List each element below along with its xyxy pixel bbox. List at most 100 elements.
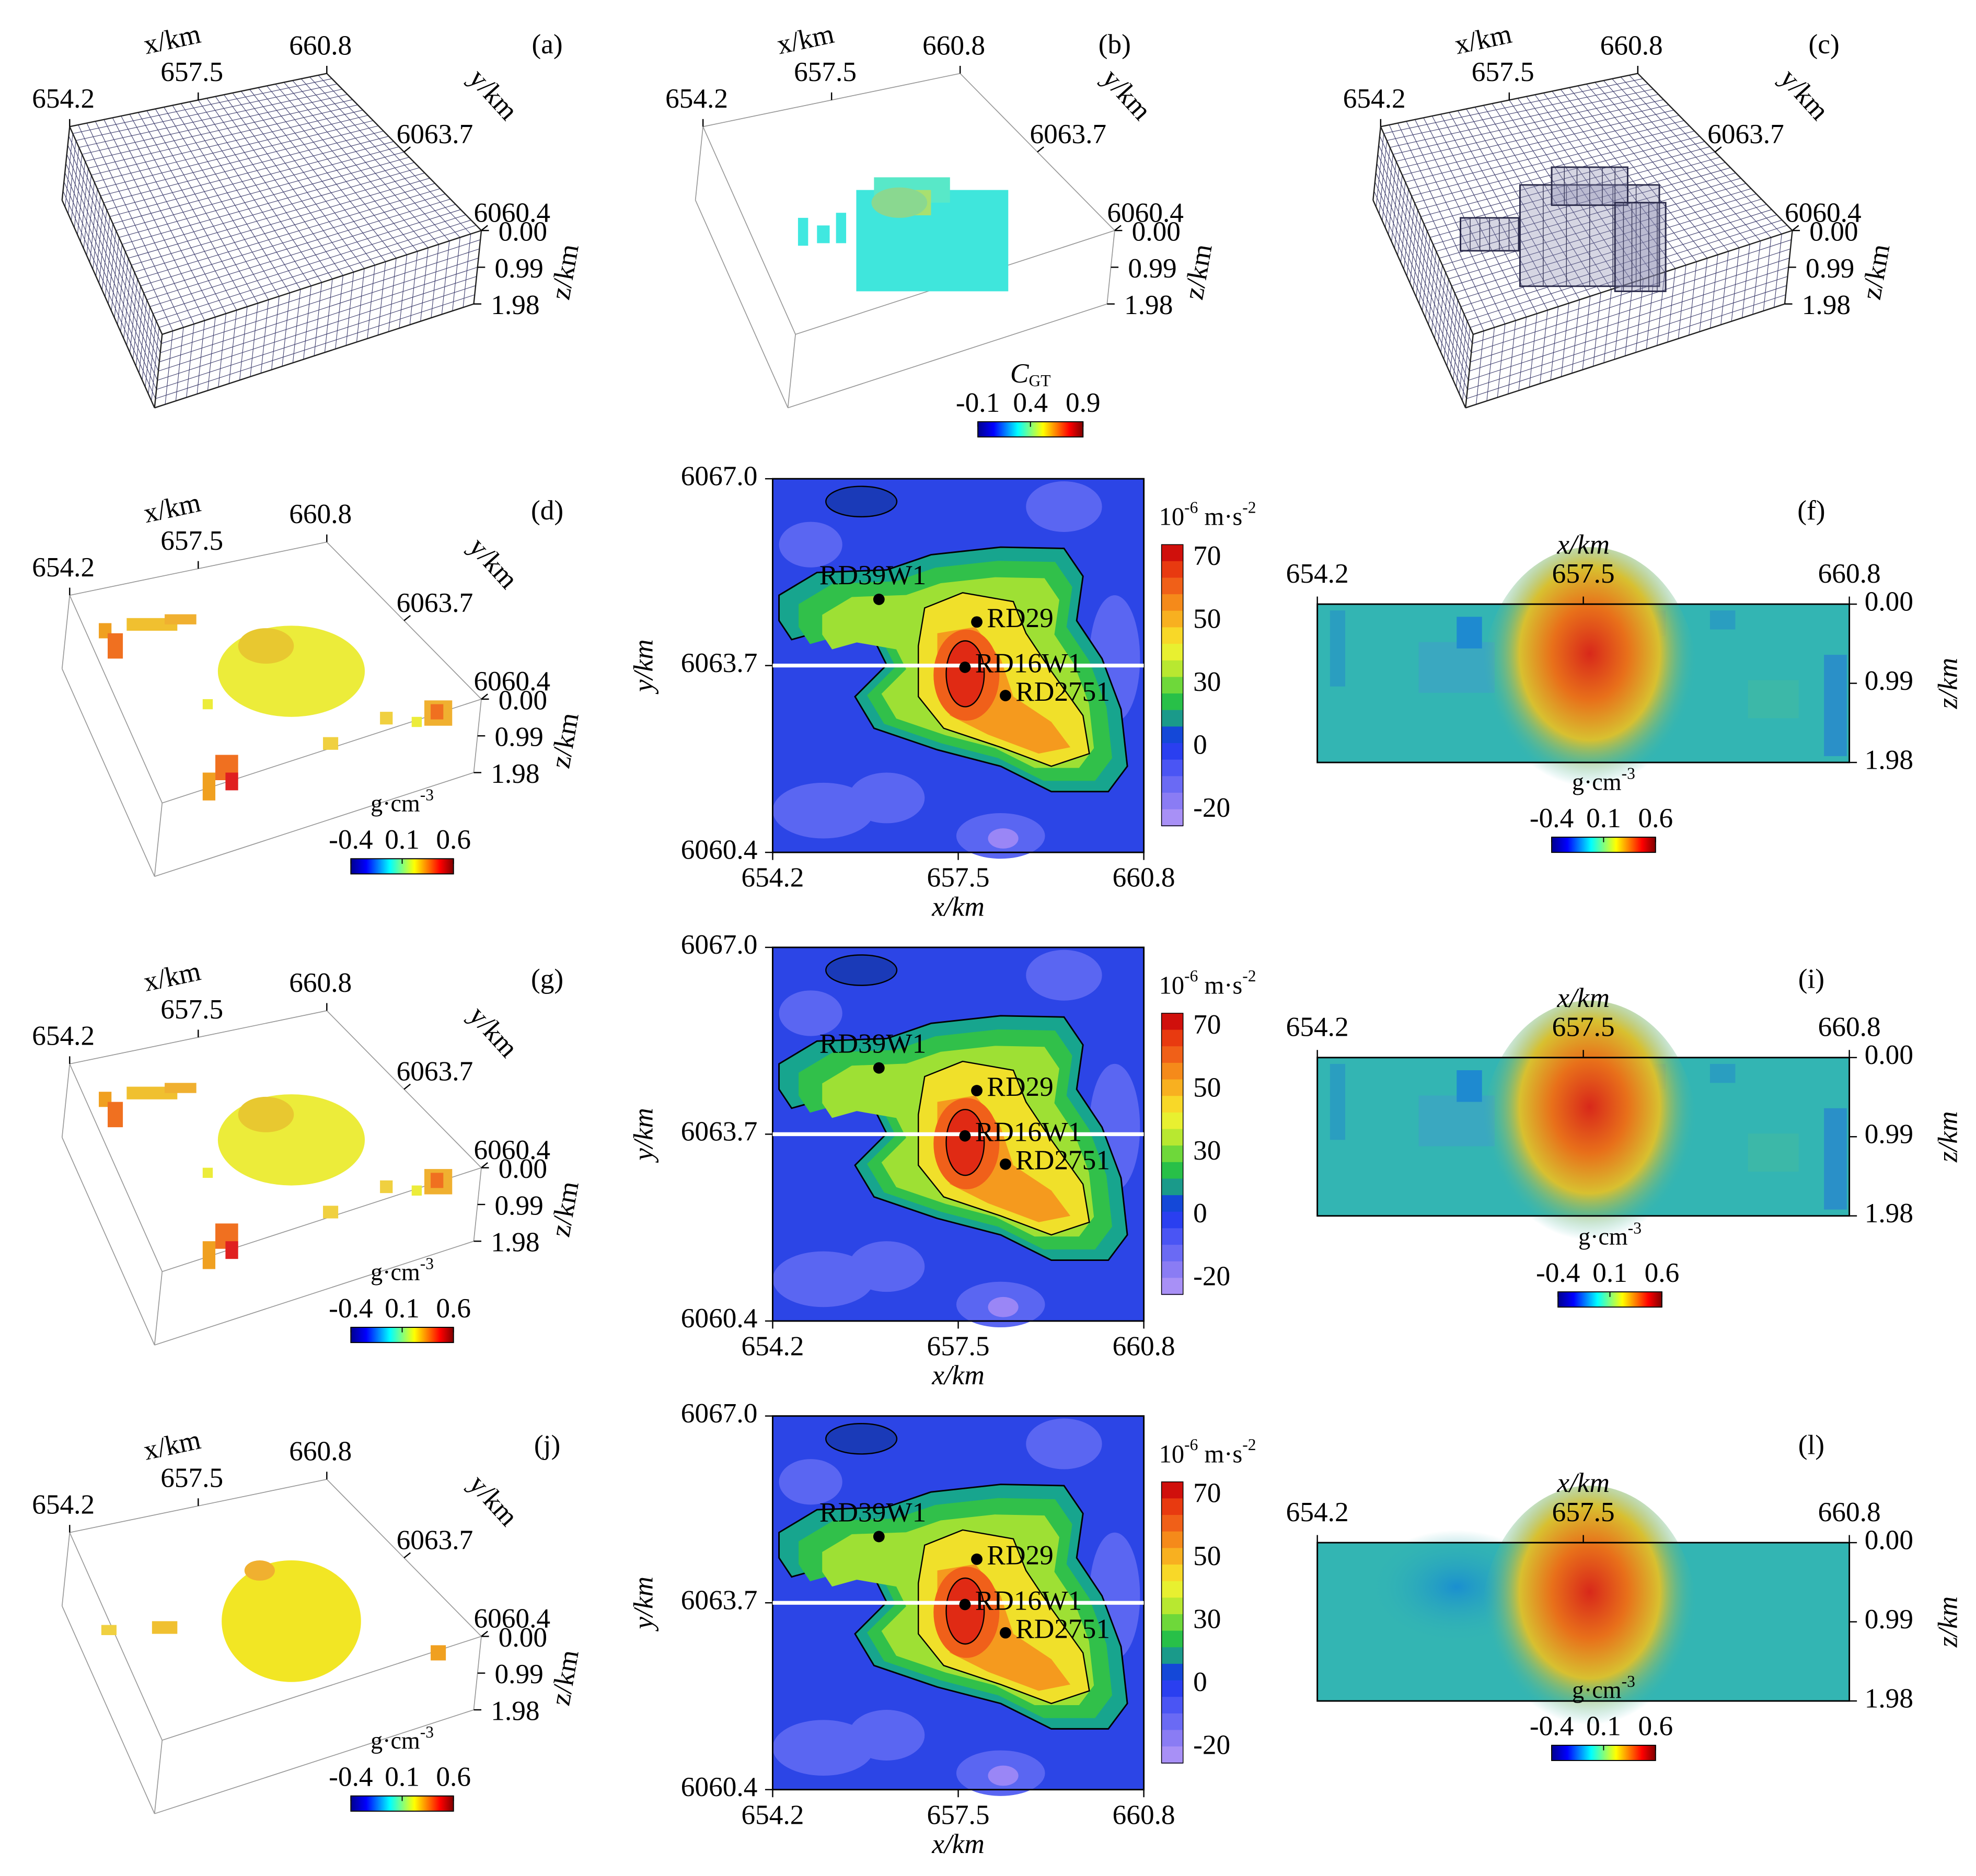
z-tick-label: 0.99 <box>494 252 543 284</box>
colorbar-tick-label: 0 <box>1193 728 1207 760</box>
x-tick-label: 657.5 <box>160 56 223 87</box>
model-block <box>165 614 197 624</box>
base: 10 <box>1159 1440 1184 1468</box>
wireframe-line <box>64 172 158 380</box>
box-edge <box>154 303 474 409</box>
x-axis-label: x/km <box>141 1423 203 1466</box>
z-tick-label: 1.98 <box>491 289 539 320</box>
z-tick-label: 0.99 <box>1865 1603 1913 1635</box>
model-block <box>225 772 238 791</box>
z-tick-label: 0.99 <box>1806 252 1854 284</box>
unit-exponent: -3 <box>1628 1219 1642 1237</box>
wireframe-line <box>112 146 399 224</box>
wireframe-line <box>67 145 161 353</box>
wireframe-line <box>1439 172 1736 259</box>
well <box>1000 1627 1011 1639</box>
x-tick-label: 660.8 <box>1818 558 1881 589</box>
colorbar-band <box>1161 1178 1183 1196</box>
contour-fill <box>945 1108 985 1176</box>
colorbar-title: CGT <box>1010 357 1051 390</box>
box-edge <box>1372 126 1382 201</box>
y-tick <box>481 1630 488 1637</box>
z-axis-label: z/km <box>1855 241 1896 302</box>
colorbar-band <box>1161 759 1183 777</box>
panel-label: (f) <box>1797 494 1825 526</box>
z-tick-label: 0.99 <box>494 1658 543 1689</box>
well-label: RD16W1 <box>975 1116 1082 1147</box>
x-tick-label: 654.2 <box>741 862 804 893</box>
x-axis-label: x/km <box>1556 982 1610 1013</box>
wireframe-line <box>158 267 478 372</box>
z-axis-label: z/km <box>1932 1596 1963 1648</box>
z-tick-label: 0.00 <box>1809 216 1858 247</box>
colorbar-band <box>1161 610 1183 628</box>
box-edge <box>702 126 796 335</box>
x-axis-label: x/km <box>931 1828 985 1859</box>
box-edge <box>61 126 71 201</box>
model-body <box>871 187 928 218</box>
y-tick <box>403 615 411 621</box>
wireframe-line <box>149 209 461 307</box>
box-edge <box>154 1740 163 1814</box>
wireframe-line <box>1377 163 1470 372</box>
wireframe-line <box>131 178 430 265</box>
colorbar-tick-label: 0.1 <box>385 1761 420 1792</box>
colorbar-tick-label: 0.1 <box>1592 1257 1627 1288</box>
wireframe-line <box>1417 136 1700 210</box>
y-axis-label: y/km <box>627 1577 658 1632</box>
x-tick-label: 660.8 <box>922 29 985 61</box>
colorbar-tick-label: 0.6 <box>1638 1710 1673 1742</box>
colorbar-tick-label: 0.1 <box>1586 802 1621 833</box>
wireframe-line <box>75 84 338 141</box>
unit: g·cm <box>1578 1223 1628 1249</box>
colorbar-band <box>1161 1630 1183 1648</box>
colorbar-tick-label: -20 <box>1193 792 1230 823</box>
colorbar-band <box>1161 594 1183 612</box>
well-label: RD39W1 <box>819 1028 926 1059</box>
contour-fill <box>945 640 985 708</box>
colorbar-tick-label: 70 <box>1193 540 1221 571</box>
wireframe-line <box>1448 188 1751 280</box>
model-body <box>238 628 294 664</box>
wireframe-line <box>1378 145 1472 353</box>
colorbar <box>1161 544 1184 826</box>
wireframe-line <box>97 120 374 190</box>
section-cell <box>1748 680 1799 719</box>
colorbar-band <box>1161 577 1183 595</box>
well <box>873 1062 885 1074</box>
y-tick <box>1714 146 1722 153</box>
colorbar-tick-label: 0 <box>1193 1666 1207 1697</box>
colorbar-tick-label: 30 <box>1193 1134 1221 1166</box>
x-axis-label: x/km <box>141 955 203 997</box>
box-3d <box>61 73 482 409</box>
box-edge <box>154 1709 474 1814</box>
wireframe-line <box>94 115 368 182</box>
anomaly-patch <box>1026 949 1102 1001</box>
x-axis-label: x/km <box>141 487 203 529</box>
colorbar-title: 10-6 m·s-2 <box>1159 499 1256 531</box>
box-edge <box>154 772 474 877</box>
colorbar-tick-label: -0.4 <box>329 1292 373 1324</box>
wireframe-line <box>159 258 479 363</box>
z-tick-label: 0.00 <box>1132 216 1181 247</box>
x-tick-label: 660.8 <box>289 498 352 529</box>
x-tick-label: 657.5 <box>1552 558 1615 589</box>
colorbar-tick-label: -0.4 <box>1536 1257 1580 1288</box>
wireframe-line <box>1458 204 1767 300</box>
z-tick-label: 1.98 <box>1802 289 1851 320</box>
colorbar-band <box>1161 1261 1183 1279</box>
wireframe-line <box>128 172 425 259</box>
x-tick-label: 657.5 <box>1472 56 1534 87</box>
colorbar-tick-label: 70 <box>1193 1477 1221 1509</box>
section-cell <box>1330 1063 1345 1140</box>
x-tick-label: 657.5 <box>927 1330 990 1361</box>
y-tick-label: 6060.4 <box>473 1603 550 1634</box>
y-tick-label: 6063.7 <box>1707 118 1784 149</box>
model-block <box>108 633 123 659</box>
y-axis-label: y/km <box>627 639 658 694</box>
wireframe-line <box>100 125 379 196</box>
wireframe-line <box>1408 120 1684 190</box>
section-cell <box>1748 1133 1799 1172</box>
exponent: -6 <box>1184 967 1198 985</box>
colorbar-title: g·cm-3 <box>371 786 434 816</box>
